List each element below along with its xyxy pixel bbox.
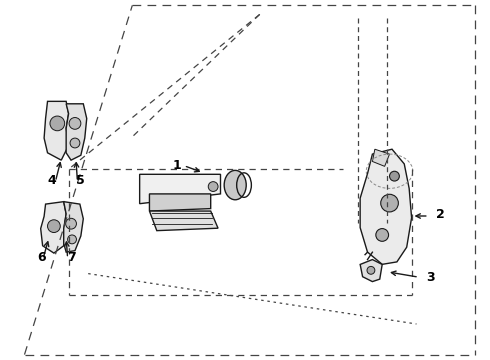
Text: 6: 6 <box>37 251 46 264</box>
Polygon shape <box>149 211 218 231</box>
Polygon shape <box>140 174 220 204</box>
Circle shape <box>390 171 399 181</box>
Circle shape <box>367 266 375 274</box>
Text: 4: 4 <box>47 174 56 186</box>
Polygon shape <box>149 194 211 211</box>
Ellipse shape <box>224 170 246 200</box>
Polygon shape <box>360 260 382 282</box>
Text: 2: 2 <box>436 208 445 221</box>
Polygon shape <box>41 202 66 253</box>
Circle shape <box>48 220 60 233</box>
Text: 7: 7 <box>67 251 75 264</box>
Circle shape <box>66 218 76 229</box>
Polygon shape <box>360 149 412 264</box>
Circle shape <box>69 117 81 129</box>
Text: 5: 5 <box>76 174 85 186</box>
Polygon shape <box>64 202 83 252</box>
Circle shape <box>381 194 398 212</box>
Text: 1: 1 <box>172 159 181 172</box>
Circle shape <box>68 235 76 244</box>
Circle shape <box>376 229 389 241</box>
Text: 3: 3 <box>426 271 435 284</box>
Polygon shape <box>372 149 390 166</box>
Circle shape <box>208 182 218 192</box>
Circle shape <box>50 116 65 131</box>
Polygon shape <box>66 104 87 160</box>
Circle shape <box>70 138 80 148</box>
Polygon shape <box>44 102 69 160</box>
